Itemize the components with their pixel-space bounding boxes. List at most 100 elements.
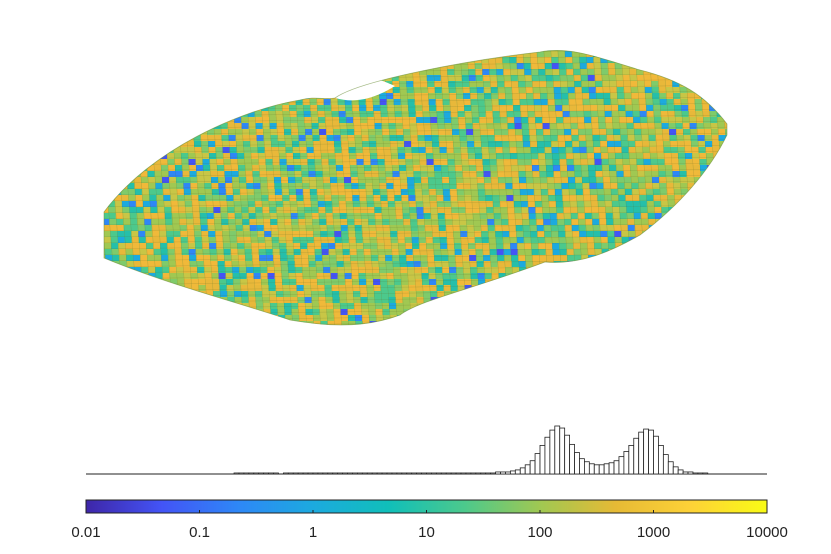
reservoir-cell — [315, 81, 323, 87]
reservoir-cell — [122, 207, 130, 213]
histogram-bar — [613, 460, 620, 475]
reservoir-cell — [579, 321, 587, 325]
reservoir-cell — [106, 93, 114, 99]
reservoir-cell — [243, 237, 251, 243]
reservoir-cell — [643, 333, 650, 339]
reservoir-cell — [149, 195, 157, 201]
reservoir-cell — [446, 141, 454, 147]
reservoir-cell — [389, 309, 397, 315]
reservoir-cell — [183, 177, 190, 183]
reservoir-cell — [257, 63, 265, 69]
reservoir-cell — [553, 255, 561, 261]
reservoir-cell — [318, 291, 326, 297]
reservoir-cell — [213, 207, 221, 213]
reservoir-cell — [130, 225, 138, 231]
reservoir-cell — [261, 111, 269, 117]
reservoir-cell — [732, 297, 739, 303]
reservoir-cell — [398, 153, 405, 159]
reservoir-cell — [376, 147, 384, 153]
reservoir-cell — [532, 165, 539, 171]
reservoir-cell — [244, 69, 252, 75]
reservoir-cell — [387, 279, 395, 285]
reservoir-cell — [122, 291, 130, 297]
reservoir-cell — [431, 50, 439, 51]
reservoir-cell — [207, 51, 215, 57]
reservoir-cell — [564, 50, 572, 51]
reservoir-cell — [604, 111, 612, 117]
reservoir-cell — [414, 273, 422, 279]
reservoir-cell — [680, 267, 688, 273]
reservoir-cell — [164, 117, 172, 123]
reservoir-cell — [453, 231, 461, 237]
reservoir-cell — [466, 51, 474, 57]
reservoir-cell — [587, 249, 595, 255]
reservoir-cell — [104, 195, 108, 201]
reservoir-cell — [577, 117, 585, 123]
reservoir-cell — [668, 117, 676, 123]
reservoir-cell — [527, 105, 535, 111]
reservoir-cell — [252, 261, 260, 267]
reservoir-cell — [197, 99, 205, 105]
reservoir-cell — [188, 243, 196, 249]
reservoir-cell — [418, 63, 426, 69]
reservoir-cell — [680, 177, 687, 183]
reservoir-cell — [292, 231, 300, 237]
reservoir-cell — [491, 273, 499, 279]
reservoir-cell — [622, 75, 630, 81]
reservoir-cell — [262, 207, 270, 213]
reservoir-cell — [378, 261, 386, 267]
reservoir-cell — [622, 69, 630, 75]
reservoir-cell — [283, 123, 291, 129]
reservoir-cell — [400, 99, 408, 105]
reservoir-cell — [504, 255, 512, 261]
reservoir-cell — [319, 303, 326, 309]
reservoir-cell — [193, 219, 201, 225]
reservoir-cell — [549, 291, 557, 297]
reservoir-cell — [592, 303, 599, 309]
reservoir-cell — [550, 309, 558, 315]
reservoir-cell — [290, 207, 298, 213]
reservoir-cell — [248, 207, 256, 213]
reservoir-cell — [694, 99, 702, 105]
reservoir-cell — [309, 99, 317, 105]
reservoir-cell — [392, 171, 400, 177]
reservoir-cell — [522, 309, 530, 315]
reservoir-cell — [709, 279, 717, 285]
reservoir-cell — [718, 303, 725, 309]
reservoir-cell — [625, 279, 633, 285]
reservoir-cell — [645, 93, 653, 99]
reservoir-cell — [316, 183, 324, 189]
reservoir-cell — [685, 159, 693, 165]
reservoir-cell — [315, 165, 322, 171]
reservoir-cell — [223, 75, 231, 81]
reservoir-cell — [271, 63, 279, 69]
reservoir-cell — [498, 189, 506, 195]
reservoir-cell — [415, 279, 423, 285]
reservoir-cell — [666, 273, 674, 279]
reservoir-cell — [202, 75, 210, 81]
reservoir-cell — [193, 129, 201, 135]
reservoir-cell — [194, 231, 202, 237]
reservoir-3d-surface — [103, 50, 739, 339]
reservoir-cell — [521, 297, 529, 303]
reservoir-cell — [672, 87, 680, 93]
reservoir-cell — [267, 93, 275, 99]
histogram-bar — [505, 471, 511, 475]
reservoir-cell — [505, 93, 513, 99]
reservoir-cell — [501, 135, 509, 141]
reservoir-cell — [471, 105, 479, 111]
histogram-bar — [317, 472, 324, 475]
reservoir-cell — [477, 273, 485, 279]
reservoir-cell — [183, 99, 191, 105]
reservoir-cell — [389, 50, 397, 51]
reservoir-cell — [688, 285, 696, 291]
reservoir-cell — [352, 285, 360, 291]
reservoir-cell — [685, 75, 693, 81]
reservoir-cell — [545, 153, 552, 159]
reservoir-cell — [568, 267, 576, 273]
reservoir-cell — [316, 273, 324, 279]
reservoir-cell — [379, 189, 387, 195]
reservoir-cell — [450, 201, 458, 207]
reservoir-cell — [280, 165, 287, 171]
reservoir-cell — [263, 219, 271, 225]
